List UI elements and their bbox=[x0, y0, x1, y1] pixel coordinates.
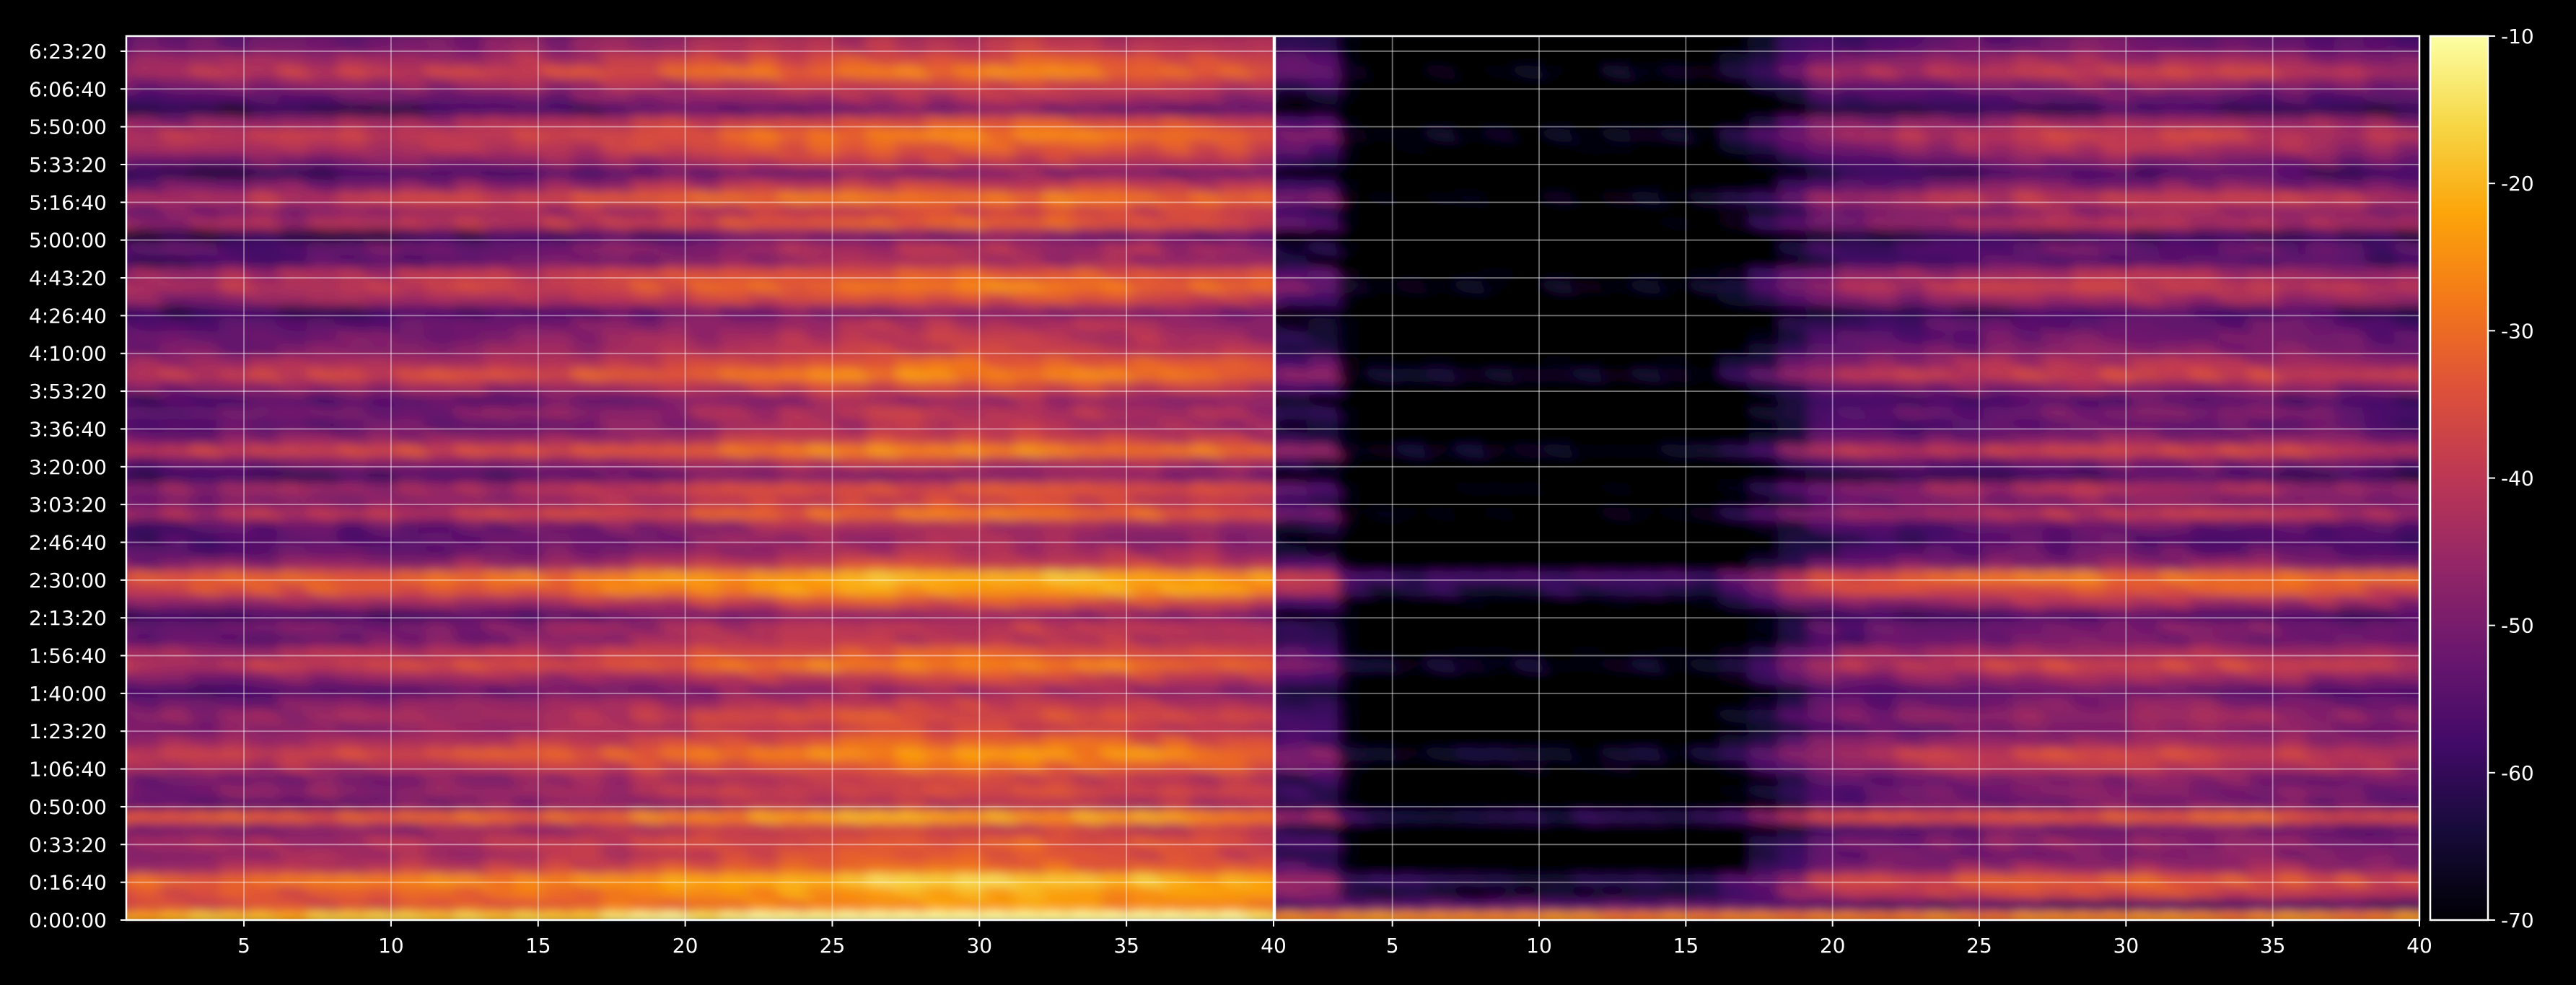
heatmap-cell-left bbox=[1245, 36, 1274, 54]
heatmap-cells-right bbox=[1275, 36, 2419, 920]
heatmap-cells-left bbox=[126, 36, 1274, 920]
grid-left bbox=[126, 36, 1274, 921]
panel-left-frame bbox=[125, 35, 1275, 921]
heatmap-panel-right bbox=[1274, 35, 2421, 921]
heatmap-panel-left bbox=[125, 35, 1275, 921]
